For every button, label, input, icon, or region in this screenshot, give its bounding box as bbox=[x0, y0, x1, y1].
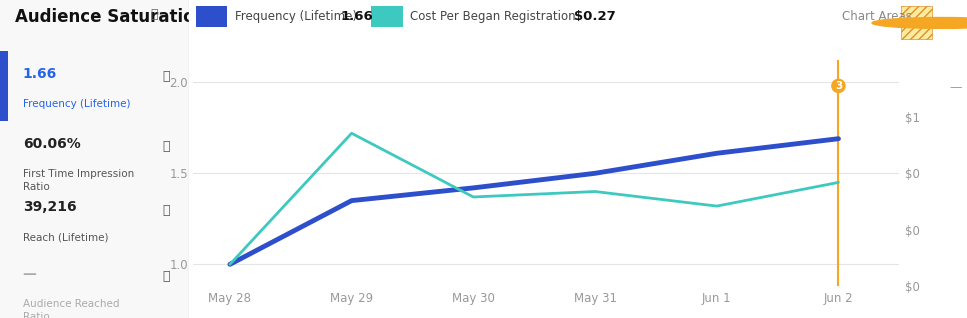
Text: 1.66: 1.66 bbox=[22, 67, 57, 81]
Circle shape bbox=[872, 17, 967, 28]
Text: ⓘ: ⓘ bbox=[162, 270, 169, 283]
Text: $0.27: $0.27 bbox=[573, 10, 616, 24]
Text: 60.06%: 60.06% bbox=[22, 137, 80, 151]
Text: Reach (Lifetime): Reach (Lifetime) bbox=[22, 232, 108, 242]
Text: —: — bbox=[22, 267, 37, 281]
Text: Frequency (Lifetime): Frequency (Lifetime) bbox=[22, 99, 131, 108]
Text: First Time Impression
Ratio: First Time Impression Ratio bbox=[22, 169, 133, 192]
Bar bbox=[371, 6, 402, 27]
Text: Audience Saturation: Audience Saturation bbox=[15, 8, 207, 26]
Bar bbox=[901, 6, 932, 39]
Bar bbox=[0, 51, 8, 121]
Text: Cost Per Began Registration: Cost Per Began Registration bbox=[410, 10, 576, 24]
Text: ⓘ: ⓘ bbox=[162, 204, 169, 217]
Text: Audience Reached
Ratio: Audience Reached Ratio bbox=[22, 299, 119, 318]
Text: 39,216: 39,216 bbox=[22, 200, 76, 214]
Bar bbox=[196, 6, 227, 27]
Text: —: — bbox=[950, 81, 962, 94]
Text: ⓘ: ⓘ bbox=[151, 8, 159, 21]
Text: Chart Areas: Chart Areas bbox=[842, 10, 912, 24]
Text: Frequency (Lifetime): Frequency (Lifetime) bbox=[235, 10, 357, 24]
Text: ⓘ: ⓘ bbox=[162, 140, 169, 153]
Text: ⓘ: ⓘ bbox=[162, 70, 169, 83]
Text: 3: 3 bbox=[835, 81, 842, 91]
Text: 1.66: 1.66 bbox=[340, 10, 373, 24]
